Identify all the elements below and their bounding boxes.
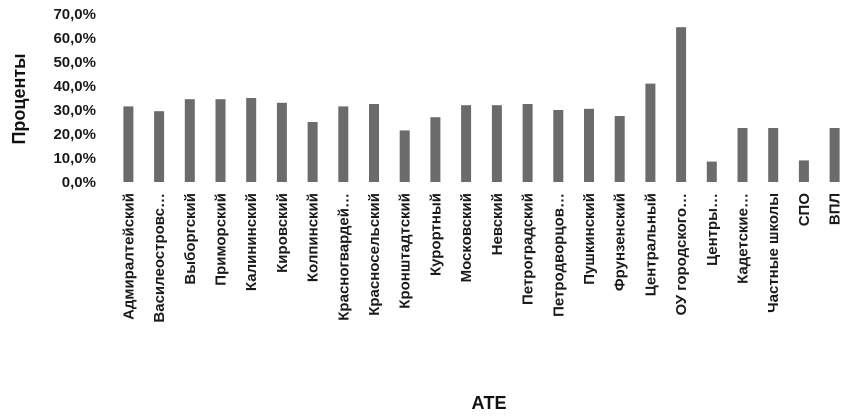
x-tick-label: Адмиралтейский [120, 193, 137, 320]
x-tick-label: ВПЛ [827, 193, 844, 225]
x-tick-label: Василеостровс… [151, 193, 168, 323]
x-tick-label: ОУ городского… [673, 193, 690, 315]
x-axis-title: АТЕ [471, 393, 506, 413]
x-tick-label: Колпинский [305, 193, 322, 282]
x-tick-label: Кадетские… [735, 193, 752, 284]
y-axis-title: Проценты [9, 53, 29, 144]
bar [184, 99, 195, 182]
bar [676, 27, 687, 183]
bar [461, 105, 472, 182]
bars [123, 27, 840, 183]
y-tick-label: 0,0% [62, 174, 96, 191]
y-tick-label: 70,0% [53, 6, 96, 23]
x-tick-label: Кронштадтский [397, 193, 414, 309]
bar [430, 117, 441, 182]
y-tick-label: 10,0% [53, 150, 96, 167]
bar [798, 160, 809, 182]
bar [584, 108, 594, 182]
x-tick-label: Московский [458, 193, 475, 282]
x-tick-label: Пушкинский [581, 193, 598, 285]
bar [553, 110, 564, 182]
x-tick-label: Курортный [427, 193, 444, 276]
bar [768, 128, 779, 182]
bar [829, 128, 840, 182]
y-tick-label: 40,0% [53, 78, 96, 95]
bar [645, 83, 656, 182]
x-tick-label: Выборгский [182, 193, 199, 285]
bar [614, 116, 625, 182]
x-tick-label: Красногвардей… [335, 193, 352, 321]
x-tick-label: Центры… [704, 193, 721, 266]
bar [338, 106, 349, 182]
bar [522, 104, 533, 182]
x-tick-label: Калининский [243, 193, 260, 291]
x-tick-label: Невский [489, 193, 506, 255]
bar [307, 122, 318, 182]
x-tick-label: Кировский [274, 193, 291, 273]
y-tick-label: 50,0% [53, 54, 96, 71]
bar [215, 99, 226, 182]
bar [276, 102, 287, 182]
bar [246, 98, 257, 182]
y-tick-label: 20,0% [53, 126, 96, 143]
y-tick-label: 30,0% [53, 102, 96, 119]
y-tick-label: 60,0% [53, 30, 96, 47]
bar [737, 128, 748, 182]
y-tick-labels: 0,0% 10,0% 20,0% 30,0% 40,0% 50,0% 60,0% 70,0% [53, 6, 96, 191]
x-tick-label: Красносельский [366, 193, 383, 316]
y-axis-title-group: Проценты [9, 53, 29, 144]
bar [154, 111, 165, 182]
bar [369, 104, 379, 182]
bar [491, 105, 502, 182]
x-tick-label: СПО [796, 193, 813, 227]
x-tick-label: Частные школы [765, 193, 782, 313]
x-tick-label: Приморский [213, 193, 230, 286]
bar [706, 161, 717, 182]
bar [123, 106, 134, 182]
x-tick-labels: Адмиралтейский Василеостровс… Выборгский Пр… [120, 193, 843, 323]
x-tick-label: Петроградский [520, 193, 537, 305]
x-tick-label: Фрунзенский [612, 193, 629, 291]
x-tick-label: Центральный [642, 193, 659, 296]
bar [399, 130, 410, 182]
x-tick-label: Петродворцов… [550, 193, 567, 317]
